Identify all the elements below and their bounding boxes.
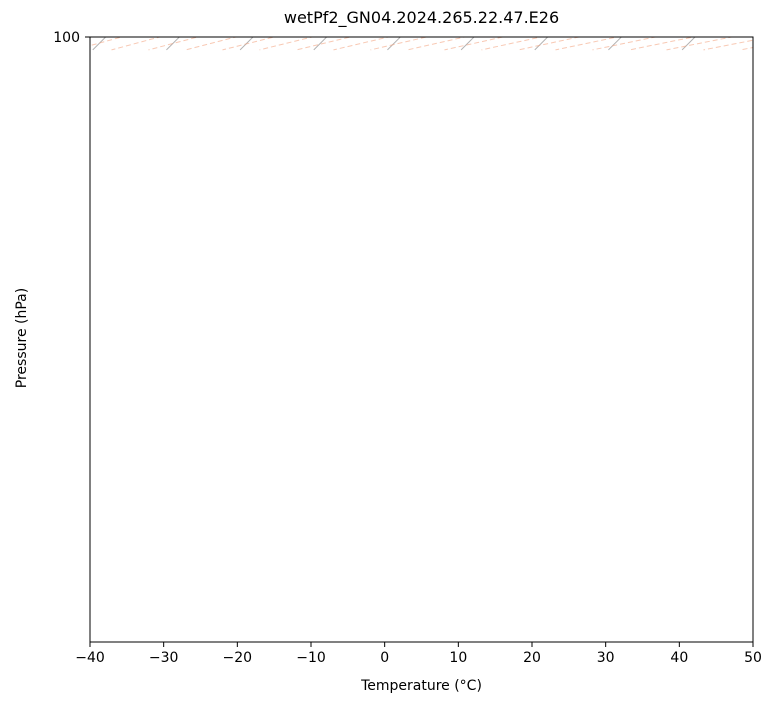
x-tick-label: 20 bbox=[523, 650, 541, 666]
dry-adiabat-line bbox=[90, 37, 124, 47]
dry-adiabat-line bbox=[666, 37, 735, 51]
tick-layer: −40−30−20−100102030405010009008007006005… bbox=[53, 30, 762, 666]
dry-adiabats-layer bbox=[0, 0, 775, 51]
chart-title: wetPf2_GN04.2024.265.22.47.E26 bbox=[283, 8, 560, 27]
dry-adiabat-label: -90 bbox=[345, 0, 368, 14]
moist-adiabat-line bbox=[0, 0, 775, 37]
dry-adiabat-line bbox=[0, 0, 764, 50]
moist-adiabat-line bbox=[0, 0, 775, 37]
x-tick-label: 50 bbox=[744, 650, 762, 666]
dry-adiabat-line bbox=[0, 0, 775, 50]
dry-adiabat-line bbox=[1, 0, 775, 50]
moist-adiabat-line bbox=[375, 37, 378, 38]
dry-adiabat-line bbox=[407, 37, 467, 51]
dry-adiabat-line bbox=[0, 0, 775, 50]
dry-adiabat-label: -100 bbox=[248, 8, 277, 37]
dry-adiabat-line bbox=[0, 0, 775, 50]
isotherm-line bbox=[681, 37, 696, 51]
moist-adiabat-line bbox=[0, 0, 775, 37]
plot-frame bbox=[89, 36, 754, 643]
x-tick-label: −20 bbox=[223, 650, 253, 666]
dry-adiabat-line bbox=[740, 46, 753, 51]
y-axis-label: Pressure (hPa) bbox=[14, 287, 30, 389]
moist-adiabat-line bbox=[297, 37, 300, 38]
moist-adiabat-line bbox=[102, 37, 105, 38]
dry-adiabat-line bbox=[518, 37, 582, 51]
moist-adiabats-layer bbox=[0, 0, 775, 38]
moist-adiabat-line bbox=[234, 37, 237, 38]
isotherm-line bbox=[460, 37, 475, 51]
dry-adiabat-line bbox=[592, 37, 658, 51]
x-tick-label: −40 bbox=[75, 650, 105, 666]
moist-adiabat-line bbox=[43, 0, 775, 37]
x-tick-label: 10 bbox=[449, 650, 467, 666]
isotherm-line bbox=[608, 37, 623, 51]
isotherm-line bbox=[534, 37, 549, 51]
dry-adiabat-line bbox=[0, 0, 775, 50]
grid-layer bbox=[0, 0, 775, 51]
dry-adiabat-line bbox=[703, 39, 753, 51]
isotherm-line bbox=[239, 37, 254, 51]
dry-adiabat-line bbox=[148, 37, 200, 51]
dry-adiabat-line bbox=[0, 0, 775, 50]
x-tick-label: −30 bbox=[149, 650, 179, 666]
x-tick-label: 40 bbox=[670, 650, 688, 666]
dry-adiabat-line bbox=[0, 0, 615, 50]
dry-adiabat-line bbox=[444, 37, 506, 51]
x-tick-label: 30 bbox=[597, 650, 615, 666]
moist-adiabat-line bbox=[474, 37, 477, 38]
dry-adiabat-line bbox=[0, 0, 775, 50]
dry-adiabat-line bbox=[370, 37, 429, 51]
x-tick-label: −10 bbox=[296, 650, 326, 666]
moist-adiabat-line bbox=[182, 37, 185, 38]
isotherm-line bbox=[313, 37, 328, 51]
moist-adiabat-line bbox=[71, 0, 775, 37]
moist-adiabat-line bbox=[0, 0, 775, 37]
isotherm-line bbox=[387, 37, 402, 51]
x-axis-label: Temperature (°C) bbox=[361, 678, 482, 694]
dry-adiabat-line bbox=[111, 37, 162, 51]
isotherm-line bbox=[0, 0, 247, 50]
dry-adiabat-line bbox=[185, 37, 238, 51]
dry-adiabat-line bbox=[222, 37, 276, 51]
moist-adiabat-line bbox=[597, 37, 600, 38]
moist-adiabat-line bbox=[19, 0, 775, 37]
moist-adiabat-line bbox=[731, 37, 734, 38]
dry-adiabat-line bbox=[0, 0, 775, 50]
isotherm-line bbox=[756, 0, 775, 50]
x-tick-label: 0 bbox=[380, 650, 389, 666]
y-tick-label: 100 bbox=[53, 30, 80, 46]
isotherm-line bbox=[166, 37, 181, 51]
dry-adiabat-line bbox=[296, 37, 353, 51]
moist-adiabat-line bbox=[139, 37, 142, 38]
line-labels-layer: -100-90-80-70-60-50-40-30-20-10010203040… bbox=[248, 0, 368, 38]
